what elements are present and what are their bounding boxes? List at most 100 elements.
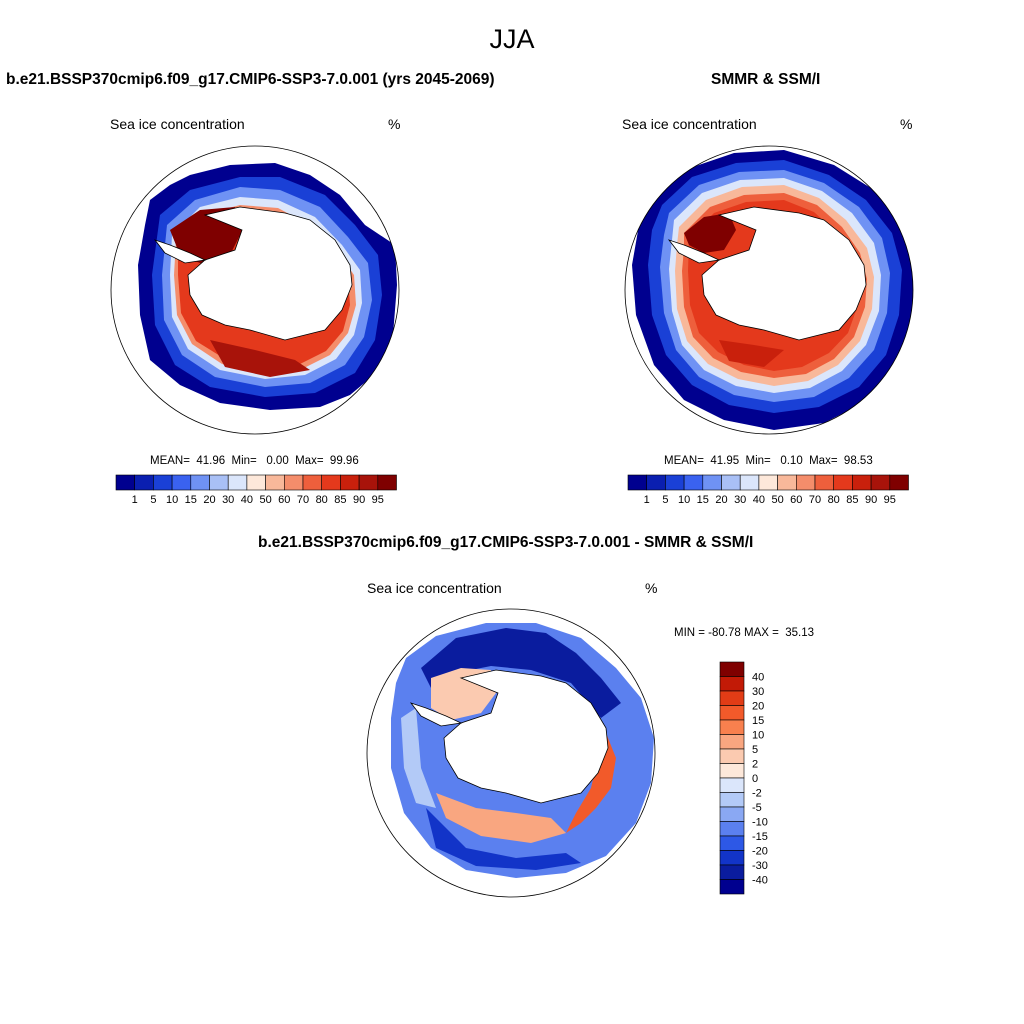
colorbar-tick-label: -20 — [752, 846, 768, 858]
colorbar-tick-label: 80 — [828, 494, 840, 506]
colorbar-swatch — [758, 474, 778, 491]
colorbar-swatch — [719, 690, 745, 706]
colorbar-tick-label: 95 — [884, 494, 896, 506]
colorbar-tick-label: 15 — [697, 494, 709, 506]
panel-2-units: % — [900, 116, 913, 132]
colorbar-swatch — [665, 474, 685, 491]
colorbar-tick-label: -2 — [752, 788, 762, 800]
colorbar-swatch — [719, 748, 745, 764]
colorbar-tick-label: 60 — [278, 494, 290, 506]
colorbar-swatch — [719, 763, 745, 779]
panel-3-units: % — [645, 580, 658, 596]
colorbar-swatch — [719, 777, 745, 793]
colorbar-swatch — [719, 821, 745, 837]
colorbar-swatch — [814, 474, 835, 491]
colorbar-model: 1 5 10 15 20 30 40 50 60 70 80 85 90 95 — [115, 474, 397, 506]
colorbar-swatch — [683, 474, 704, 491]
colorbar-tick-label: 20 — [752, 701, 764, 713]
panel-3-variable: Sea ice concentration — [367, 580, 502, 596]
colorbar-tick-label: 40 — [753, 494, 765, 506]
colorbar-swatch — [721, 474, 741, 491]
colorbar-swatch — [190, 474, 210, 491]
colorbar-swatch — [852, 474, 872, 491]
colorbar-swatch — [209, 474, 229, 491]
colorbar-tick-label: 2 — [752, 759, 758, 771]
colorbar-swatch — [796, 474, 816, 491]
panel-1-units: % — [388, 116, 401, 132]
colorbar-swatch — [719, 676, 745, 692]
colorbar-swatch — [265, 474, 285, 491]
colorbar-swatch — [358, 474, 379, 491]
colorbar-swatch — [153, 474, 173, 491]
colorbar-tick-label: -40 — [752, 875, 768, 887]
colorbar-tick-label: 70 — [809, 494, 821, 506]
colorbar-tick-label: 5 — [150, 494, 156, 506]
colorbar-swatch — [171, 474, 192, 491]
colorbar-swatch — [719, 835, 745, 851]
colorbar-swatch — [340, 474, 360, 491]
panel-2-stats: MEAN= 41.95 Min= 0.10 Max= 98.53 — [664, 455, 873, 467]
colorbar-tick-label: 85 — [334, 494, 346, 506]
map-difference-sea-ice — [366, 608, 656, 898]
colorbar-tick-label: -30 — [752, 860, 768, 872]
colorbar-swatch — [134, 474, 154, 491]
panel-2-variable: Sea ice concentration — [622, 116, 757, 132]
colorbar-tick-label: 30 — [222, 494, 234, 506]
colorbar-swatch — [719, 850, 745, 866]
colorbar-tick-label: 50 — [771, 494, 783, 506]
colorbar-tick-label: 60 — [790, 494, 802, 506]
panel-3-title: b.e21.BSSP370cmip6.f09_g17.CMIP6-SSP3-7.… — [258, 534, 754, 551]
colorbar-tick-label: 1 — [132, 494, 138, 506]
colorbar-swatch — [777, 474, 797, 491]
colorbar-tick-label: 5 — [662, 494, 668, 506]
colorbar-swatch — [719, 792, 745, 808]
colorbar-tick-label: 85 — [846, 494, 858, 506]
colorbar-swatch — [889, 474, 909, 491]
panel-1-title: b.e21.BSSP370cmip6.f09_g17.CMIP6-SSP3-7.… — [6, 71, 495, 88]
colorbar-tick-label: 30 — [752, 686, 764, 698]
colorbar-tick-label: 95 — [372, 494, 384, 506]
colorbar-tick-label: 40 — [752, 672, 764, 684]
colorbar-swatch — [719, 661, 745, 677]
colorbar-swatch — [719, 719, 745, 735]
colorbar-swatch — [115, 474, 136, 491]
colorbar-tick-label: 10 — [166, 494, 178, 506]
colorbar-swatch — [377, 474, 397, 491]
colorbar-tick-label: 30 — [734, 494, 746, 506]
colorbar-tick-label: -15 — [752, 831, 768, 843]
panel-3-stats: MIN = -80.78 MAX = 35.13 — [674, 627, 814, 639]
panel-1-stats: MEAN= 41.96 Min= 0.00 Max= 99.96 — [150, 455, 359, 467]
colorbar-swatch — [739, 474, 760, 491]
colorbar-tick-label: 40 — [241, 494, 253, 506]
colorbar-tick-label: 15 — [185, 494, 197, 506]
colorbar-swatch — [246, 474, 266, 491]
colorbar-tick-label: 5 — [752, 744, 758, 756]
colorbar-swatch — [833, 474, 853, 491]
colorbar-tick-label: 80 — [316, 494, 328, 506]
colorbar-swatch — [321, 474, 341, 491]
panel-1-variable: Sea ice concentration — [110, 116, 245, 132]
colorbar-swatch — [227, 474, 248, 491]
colorbar-tick-label: 15 — [752, 715, 764, 727]
map-model-sea-ice — [110, 145, 400, 435]
colorbar-tick-label: -10 — [752, 817, 768, 829]
colorbar-swatch — [719, 864, 745, 880]
colorbar-swatch — [627, 474, 648, 491]
colorbar-tick-label: 10 — [678, 494, 690, 506]
colorbar-tick-label: 0 — [752, 773, 758, 785]
colorbar-tick-label: 1 — [644, 494, 650, 506]
colorbar-tick-label: 70 — [297, 494, 309, 506]
colorbar-swatch — [870, 474, 891, 491]
colorbar-swatch — [719, 806, 745, 822]
colorbar-tick-label: 90 — [353, 494, 365, 506]
colorbar-swatch — [302, 474, 323, 491]
colorbar-tick-label: -5 — [752, 802, 762, 814]
colorbar-swatch — [702, 474, 722, 491]
colorbar-observed: 1 5 10 15 20 30 40 50 60 70 80 85 90 95 — [627, 474, 909, 506]
colorbar-tick-label: 50 — [259, 494, 271, 506]
colorbar-swatch — [719, 734, 745, 750]
colorbar-tick-label: 20 — [203, 494, 215, 506]
page-title: JJA — [489, 24, 535, 54]
colorbar-swatch — [646, 474, 666, 491]
